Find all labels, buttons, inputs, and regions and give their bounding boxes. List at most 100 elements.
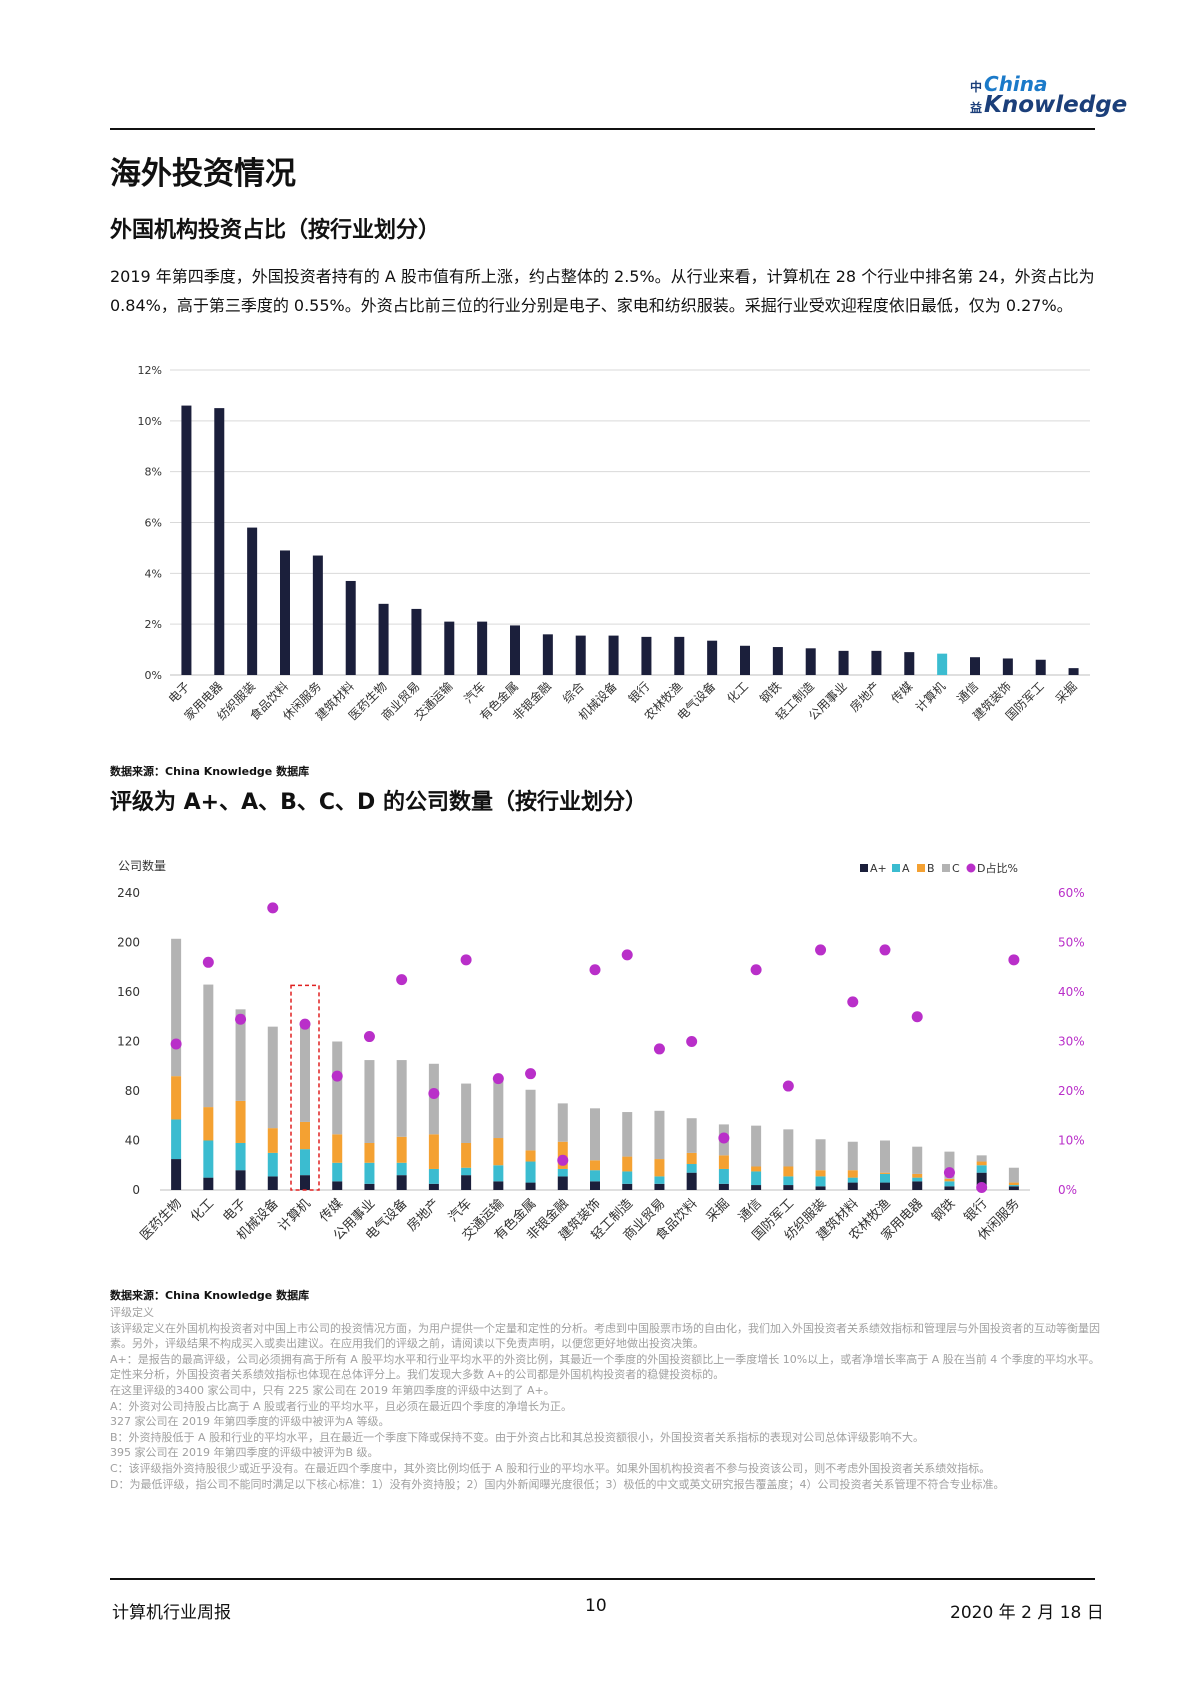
bar-segment	[1008, 1186, 1019, 1190]
bar	[214, 408, 225, 675]
legend-marker	[966, 863, 976, 873]
bar-segment	[396, 1136, 407, 1163]
bar-segment	[364, 1060, 375, 1143]
bar	[444, 621, 455, 675]
bar-segment	[783, 1129, 794, 1167]
bar-segment	[461, 1083, 472, 1143]
bar-segment	[590, 1181, 600, 1190]
footer-page-number: 10	[585, 1596, 607, 1616]
legend-marker	[860, 864, 868, 872]
legend-marker	[917, 864, 925, 872]
bar-segment	[525, 1150, 536, 1162]
y-tick-label: 80	[125, 1084, 140, 1098]
bar-segment	[300, 1121, 310, 1150]
y2-tick-label: 40%	[1058, 985, 1085, 999]
x-tick-label: 汽车	[461, 679, 489, 707]
bar	[247, 527, 258, 675]
bar	[1068, 668, 1079, 675]
definition-paragraph: 327 家公司在 2019 年第四季度的评级中被评为A 等级。	[110, 1415, 390, 1429]
x-tick-label: 采掘	[704, 1196, 733, 1225]
x-tick-label: 综合	[559, 679, 587, 707]
chart1-source: 数据来源：China Knowledge 数据库	[110, 765, 310, 778]
chart2-heading: 评级为 A+、A、B、C、D 的公司数量（按行业划分）	[110, 790, 647, 815]
bar-segment	[493, 1165, 504, 1182]
bar-segment	[171, 1076, 182, 1120]
bar	[1002, 658, 1013, 675]
definition-paragraph: 在这里评级的3400 家公司中，只有 225 家公司在 2019 年第四季度的评…	[110, 1383, 555, 1397]
bar-segment	[912, 1181, 923, 1190]
legend-label: D占比%	[977, 861, 1018, 875]
y-tick-label: 120	[117, 1035, 140, 1049]
bar	[707, 640, 718, 675]
bar	[937, 653, 948, 675]
y2-tick-label: 20%	[1058, 1084, 1085, 1098]
bar	[838, 650, 849, 675]
bar	[575, 635, 586, 675]
bar-segment	[203, 1107, 214, 1141]
scatter-point	[299, 1018, 311, 1030]
y-tick-label: 8%	[145, 466, 162, 479]
definition-paragraph: A：外资对公司持股占比高于 A 股或者行业的平均水平，且必须在最近四个季度的净增…	[110, 1399, 573, 1413]
bar	[477, 621, 488, 675]
scatter-point	[267, 902, 279, 914]
china-knowledge-logo: 中 China 益Knowledge	[970, 72, 1127, 122]
bar-segment	[880, 1140, 890, 1173]
bar-segment	[654, 1176, 665, 1184]
bar-segment	[783, 1166, 794, 1177]
bar-segment	[203, 1140, 214, 1178]
scatter-point	[943, 1167, 955, 1179]
bar-segment	[686, 1164, 697, 1173]
bar-segment	[622, 1171, 633, 1184]
definition-paragraph: B：外资持股低于 A 股和行业的平均水平，且在最近一个季度下降或保持不变。由于外…	[110, 1430, 925, 1444]
definition-paragraph: A+：是报告的最高评级，公司必须拥有高于所有 A 股平均水平和行业平均水平的外资…	[110, 1352, 1100, 1382]
bar-segment	[493, 1138, 504, 1166]
bar-segment	[1008, 1167, 1019, 1183]
bar-segment	[751, 1171, 762, 1186]
bar-segment	[686, 1118, 697, 1153]
x-tick-label: 钢铁	[757, 679, 784, 706]
scatter-point	[428, 1087, 440, 1099]
bar-segment	[880, 1182, 890, 1190]
scatter-point	[686, 1036, 698, 1047]
bar	[904, 652, 915, 675]
highlight-box	[290, 984, 320, 1191]
bar-segment	[525, 1161, 536, 1183]
bar-segment	[300, 1025, 310, 1122]
bar	[181, 405, 192, 675]
bar-segment	[364, 1142, 375, 1163]
bar-segment	[944, 1178, 955, 1182]
rating-definitions: 评级定义 该评级定义在外国机构投资者对中国上市公司的投资情况方面，为用户提供一个…	[110, 1305, 1100, 1492]
bar-segment	[976, 1172, 987, 1190]
scatter-point	[492, 1073, 504, 1085]
bar-segment	[235, 1142, 246, 1171]
bar-segment	[396, 1060, 407, 1137]
bar-segment	[235, 1170, 246, 1190]
bar-segment	[622, 1112, 633, 1157]
bar-segment	[718, 1155, 729, 1169]
bar-segment	[815, 1170, 826, 1177]
bar	[378, 603, 389, 675]
x-tick-label: 汽车	[445, 1196, 475, 1226]
bar-segment	[590, 1170, 600, 1182]
x-tick-label: 采掘	[1052, 679, 1080, 707]
bar-segment	[1008, 1185, 1019, 1187]
definition-paragraph: 395 家公司在 2019 年第四季度的评级中被评为B 级。	[110, 1446, 379, 1460]
x-tick-label: 房地产	[404, 1196, 443, 1235]
legend-label: B	[927, 862, 935, 875]
bar-segment	[976, 1165, 987, 1173]
bar-segment	[912, 1173, 923, 1178]
definition-paragraph: C：该评级指外资持股很少或近乎没有。在最近四个季度中，其外资比例均低于 A 股和…	[110, 1461, 991, 1475]
bar-segment	[815, 1176, 826, 1187]
x-tick-label: 化工	[724, 679, 751, 706]
bar	[542, 634, 553, 675]
bar-segment	[461, 1175, 472, 1190]
bar-segment	[493, 1081, 504, 1139]
bar-segment	[235, 1009, 246, 1101]
y-tick-label: 10%	[138, 415, 162, 428]
x-tick-label: 通信	[954, 679, 981, 706]
bar	[740, 645, 750, 675]
bar-segment	[751, 1185, 762, 1190]
bar-segment	[396, 1175, 407, 1190]
scatter-point	[170, 1038, 182, 1050]
bar-segment	[847, 1177, 858, 1183]
